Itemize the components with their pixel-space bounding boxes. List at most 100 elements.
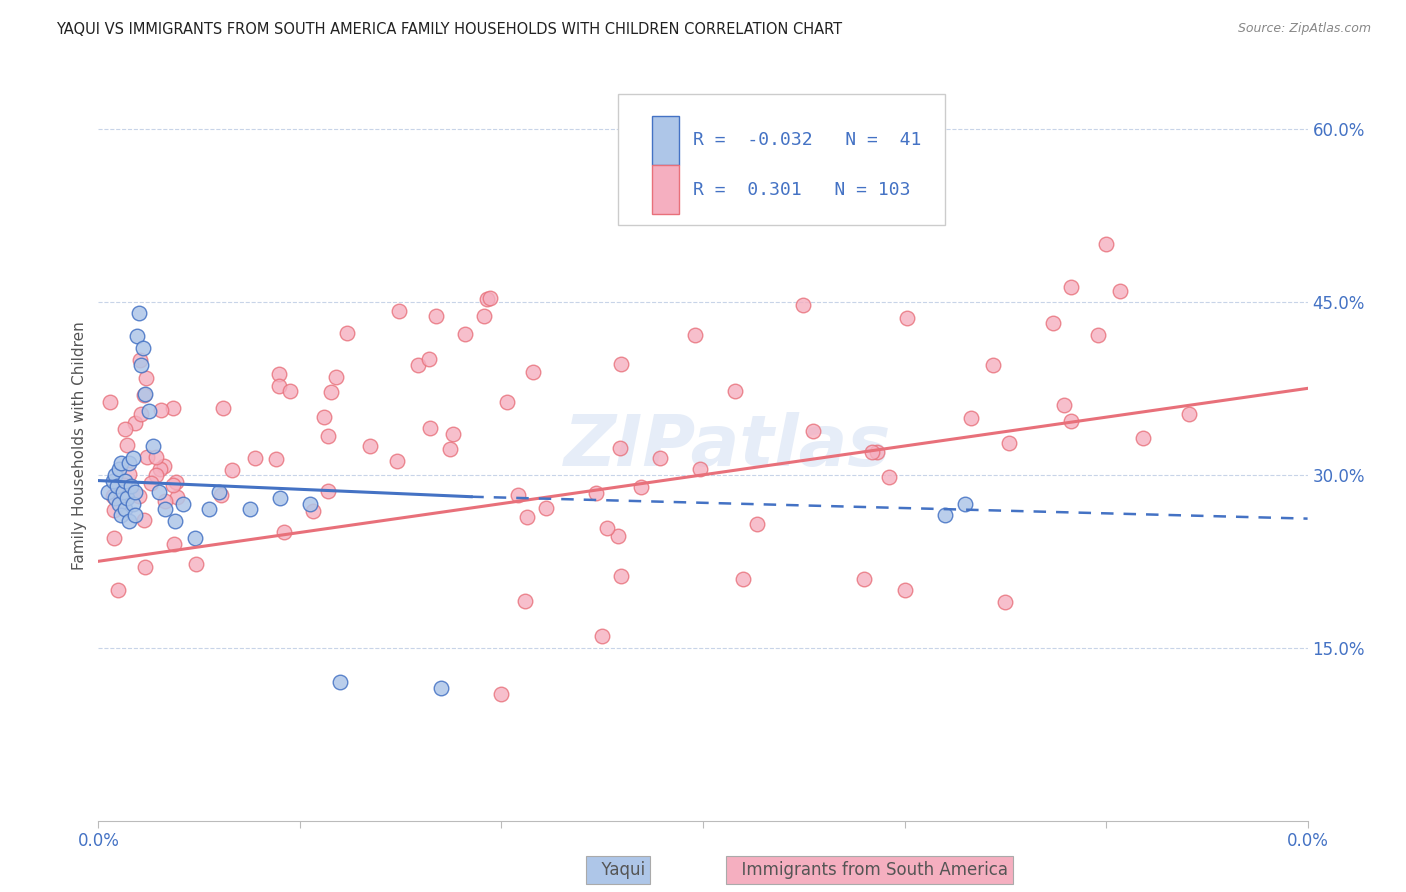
Point [454, 327, 477, 342]
Point [221, 463, 243, 477]
Point [117, 438, 139, 452]
Point [110, 456, 132, 470]
Point [184, 531, 207, 545]
Point [301, 504, 323, 518]
Point [515, 594, 537, 608]
Point [997, 435, 1019, 450]
Point [733, 572, 755, 586]
Point [267, 368, 290, 382]
Point [186, 557, 208, 571]
Point [1052, 398, 1074, 412]
Point [107, 497, 129, 511]
Point [385, 454, 408, 468]
Point [1095, 236, 1118, 251]
Point [491, 687, 513, 701]
Point [893, 583, 915, 598]
Point [120, 479, 142, 493]
Text: R =  0.301   N = 103: R = 0.301 N = 103 [693, 181, 911, 199]
Point [441, 427, 464, 442]
Point [132, 341, 155, 355]
Point [101, 489, 124, 503]
Point [132, 513, 155, 527]
Point [243, 451, 266, 466]
Point [110, 508, 132, 523]
Point [107, 582, 129, 597]
Point [609, 442, 631, 456]
Point [162, 478, 184, 492]
Point [536, 501, 558, 516]
Point [648, 451, 671, 466]
Point [138, 404, 160, 418]
Point [472, 309, 495, 323]
Point [172, 497, 194, 511]
Point [273, 525, 295, 540]
Point [1042, 316, 1064, 330]
Point [208, 485, 231, 500]
Point [278, 384, 301, 398]
Point [118, 456, 141, 470]
Point [198, 502, 221, 516]
Point [148, 462, 170, 476]
Text: R =  -0.032   N =  41: R = -0.032 N = 41 [693, 131, 922, 149]
Point [148, 485, 170, 500]
Bar [652, 116, 679, 165]
Point [801, 424, 824, 438]
Point [150, 403, 173, 417]
Point [166, 491, 188, 505]
Point [418, 352, 440, 367]
Point [981, 359, 1004, 373]
Point [269, 491, 291, 505]
Point [103, 503, 125, 517]
Text: ZIPatlas: ZIPatlas [564, 411, 891, 481]
Point [1178, 407, 1201, 421]
Point [118, 514, 141, 528]
Text: Immigrants from South America: Immigrants from South America [731, 861, 1008, 879]
Point [591, 629, 613, 643]
Point [107, 462, 129, 476]
Point [606, 529, 628, 543]
Point [585, 486, 607, 500]
Point [336, 326, 359, 340]
Point [145, 450, 167, 464]
Point [132, 388, 155, 402]
Point [425, 309, 447, 323]
Point [114, 422, 136, 436]
Point [522, 366, 544, 380]
Point [406, 359, 429, 373]
Point [129, 359, 152, 373]
Point [299, 497, 322, 511]
Point [325, 370, 347, 384]
Point [128, 489, 150, 503]
Point [121, 450, 143, 465]
Text: Source: ZipAtlas.com: Source: ZipAtlas.com [1237, 22, 1371, 36]
Point [515, 510, 537, 524]
Point [134, 387, 156, 401]
Point [121, 497, 143, 511]
Point [689, 461, 711, 475]
Point [866, 445, 889, 459]
Point [103, 467, 125, 482]
Bar [652, 165, 679, 214]
Point [479, 291, 502, 305]
Point [896, 311, 918, 326]
Point [1087, 327, 1109, 342]
Point [114, 502, 136, 516]
Point [1060, 414, 1083, 428]
Point [124, 417, 146, 431]
Point [1132, 431, 1154, 445]
Point [596, 521, 619, 535]
Point [994, 594, 1017, 608]
Point [388, 304, 411, 318]
Point [124, 508, 146, 523]
Point [683, 327, 706, 342]
Point [419, 421, 441, 435]
Y-axis label: Family Households with Children: Family Households with Children [72, 322, 87, 570]
Point [724, 384, 747, 398]
Point [139, 475, 162, 490]
Point [97, 485, 120, 500]
Point [131, 407, 153, 421]
Point [103, 531, 125, 545]
Text: YAQUI VS IMMIGRANTS FROM SOUTH AMERICA FAMILY HOUSEHOLDS WITH CHILDREN CORRELATI: YAQUI VS IMMIGRANTS FROM SOUTH AMERICA F… [56, 22, 842, 37]
Point [125, 329, 148, 343]
Point [212, 401, 235, 416]
